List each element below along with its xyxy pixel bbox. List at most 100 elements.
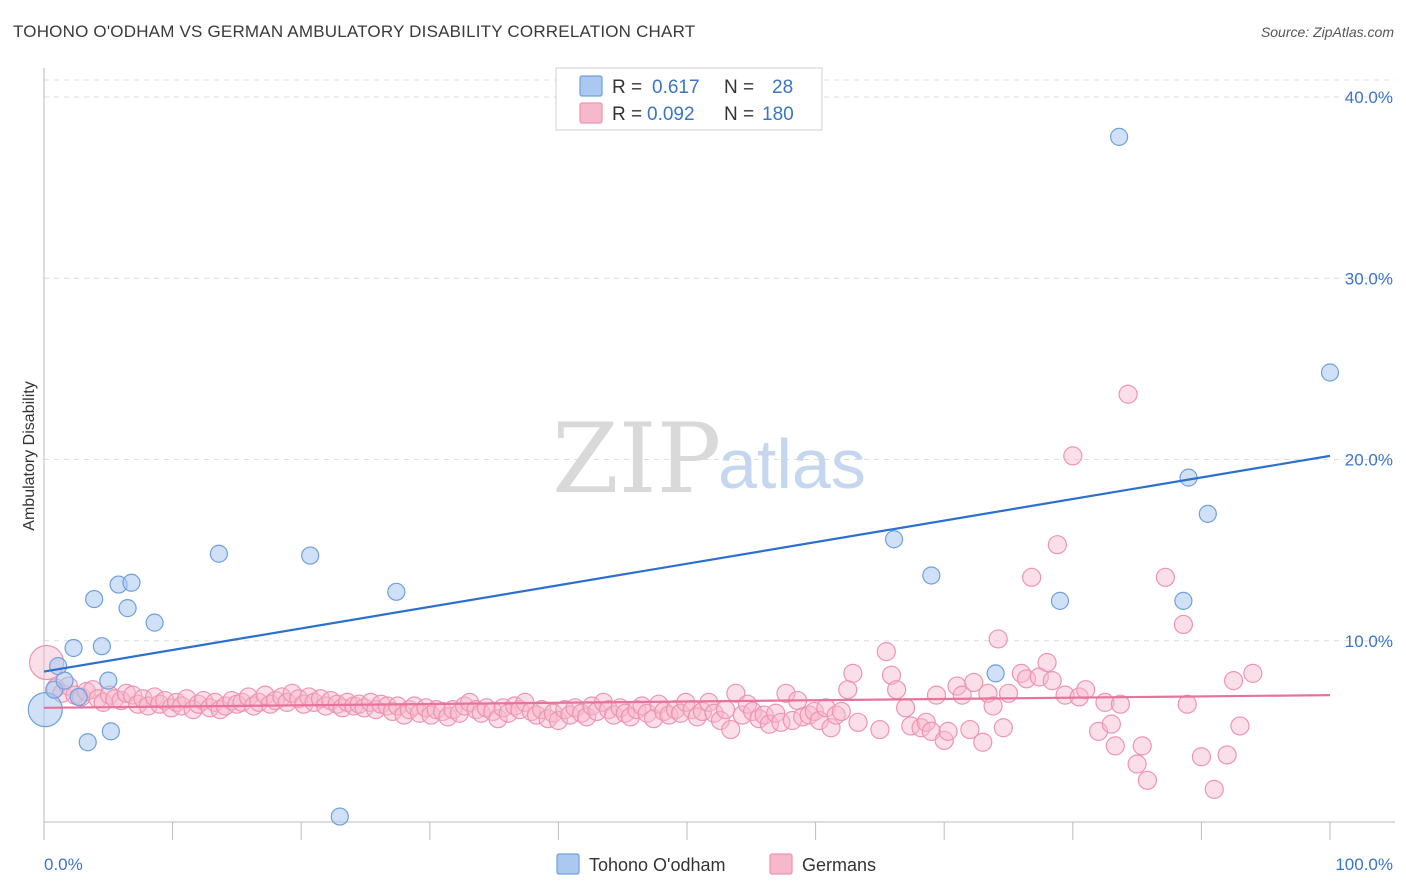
germans-point — [150, 694, 170, 714]
legend-n-label-2: N = — [724, 104, 754, 125]
tohono-point — [69, 687, 88, 707]
germans-point — [443, 700, 463, 720]
germans-point — [1110, 694, 1130, 714]
watermark: ZIP atlas — [552, 403, 866, 515]
tohono-point — [27, 692, 63, 728]
tohono-points — [27, 127, 1340, 826]
germans-point — [615, 703, 635, 723]
tohono-point — [118, 599, 137, 618]
tick-labels: 10.0% 20.0% 30.0% 40.0% 0.0% 100.0% — [44, 88, 1393, 874]
tohono-point — [884, 530, 904, 549]
germans-point — [255, 685, 275, 705]
germans-point — [426, 700, 446, 720]
tohono-point — [1174, 591, 1193, 610]
tohono-point — [85, 589, 104, 609]
tohono-point — [1320, 363, 1340, 382]
germans-point — [1037, 652, 1057, 673]
germans-point — [1042, 671, 1062, 691]
germans-point — [848, 712, 868, 732]
tohono-point — [387, 582, 406, 601]
germans-point — [1137, 770, 1157, 790]
germans-point — [960, 719, 980, 740]
watermark-zip: ZIP — [552, 403, 721, 515]
tohono-point — [122, 573, 141, 592]
germans-trend-line — [43, 694, 1331, 709]
germans-point — [421, 705, 441, 725]
tohono-point — [99, 671, 118, 690]
germans-point — [488, 709, 508, 729]
germans-point — [998, 683, 1019, 703]
germans-point — [988, 629, 1008, 649]
germans-point — [1230, 716, 1250, 736]
germans-point — [454, 696, 475, 716]
germans-point — [382, 701, 403, 722]
germans-point — [821, 718, 841, 738]
tohono-point — [330, 807, 349, 826]
watermark-atlas: atlas — [718, 425, 866, 503]
germans-point — [1101, 714, 1121, 734]
series-legend: Tohono O'odham Germans — [556, 853, 876, 875]
legend-r-label-1: R = — [612, 77, 642, 98]
germans-point — [704, 703, 724, 723]
germans-point — [1063, 446, 1083, 466]
germans-point — [816, 698, 836, 718]
legend-r-value-1: 0.617 — [652, 77, 700, 98]
germans-point — [776, 683, 796, 703]
tohono-point — [209, 544, 228, 563]
tohono-point — [101, 722, 120, 741]
germans-point — [881, 665, 902, 685]
legend-swatch-pink — [579, 102, 603, 124]
germans-point — [277, 692, 297, 712]
trend-lines — [43, 454, 1331, 709]
germans-point — [1132, 736, 1152, 756]
germans-point — [526, 705, 547, 725]
tohono-point — [145, 613, 164, 632]
tohono-point — [92, 637, 111, 656]
x-tick-label: 0.0% — [44, 855, 83, 874]
germans-point — [643, 709, 664, 729]
germans-point — [1217, 745, 1237, 765]
germans-point — [843, 663, 863, 683]
tohono-point — [986, 664, 1005, 683]
tohono-point — [78, 733, 97, 752]
x-tick-label: 100.0% — [1335, 855, 1393, 874]
germans-point — [177, 689, 197, 709]
germans-point — [876, 642, 896, 662]
tohono-point — [1109, 127, 1129, 146]
germans-point — [993, 718, 1013, 738]
germans-point — [887, 680, 907, 700]
germans-point — [1055, 685, 1075, 705]
germans-point — [304, 692, 324, 712]
germans-point — [838, 680, 858, 700]
y-tick-label: 10.0% — [1345, 632, 1393, 651]
germans-point — [766, 703, 786, 723]
germans-point — [1011, 663, 1031, 683]
germans-point — [577, 707, 597, 727]
germans-point — [715, 700, 736, 720]
y-tick-label: 30.0% — [1345, 269, 1393, 288]
tohono-point — [1198, 504, 1217, 523]
y-tick-label: 40.0% — [1345, 88, 1393, 107]
germans-point — [804, 701, 824, 722]
germans-point — [983, 696, 1003, 716]
legend-swatch-blue — [579, 75, 603, 97]
germans-point — [938, 721, 958, 741]
germans-point — [964, 672, 984, 693]
germans-point — [1047, 535, 1067, 555]
source-label: Source: ZipAtlas.com — [1260, 24, 1394, 40]
germans-point — [1243, 663, 1263, 683]
series-label-tohono: Tohono O'odham — [589, 855, 726, 875]
legend-r-label-2: R = — [612, 104, 642, 125]
germans-point — [188, 694, 208, 714]
germans-point — [1076, 680, 1096, 700]
series-swatch-tohono — [556, 853, 580, 875]
germans-point — [1155, 567, 1175, 587]
germans-point — [1105, 736, 1125, 756]
tohono-trend-line — [43, 454, 1331, 673]
gridlines — [44, 79, 1395, 642]
germans-point — [721, 719, 741, 740]
germans-point — [1127, 754, 1147, 774]
legend-r-value-2: 0.092 — [647, 104, 695, 125]
germans-point — [1177, 694, 1197, 714]
germans-point — [1191, 747, 1212, 767]
